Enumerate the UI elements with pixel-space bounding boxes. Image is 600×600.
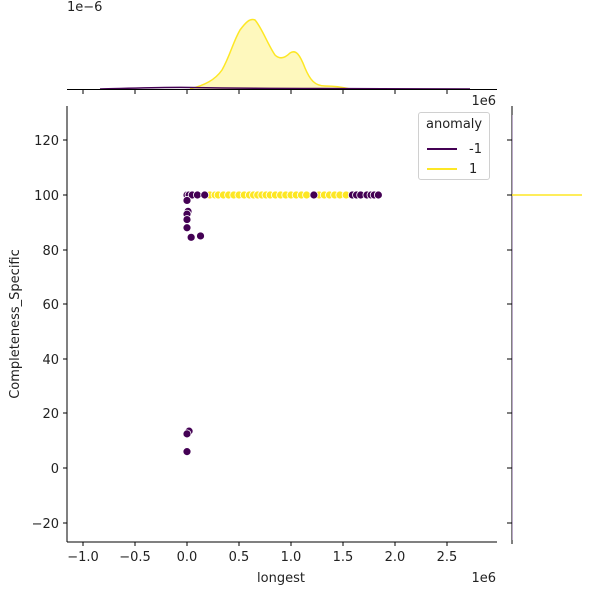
y-axis-label: Completeness_Specific [8,249,23,399]
top-marginal-ticks [82,90,448,94]
svg-text:0.0: 0.0 [177,550,198,565]
data-point [182,429,192,439]
svg-text:2.5: 2.5 [437,550,458,565]
legend-swatch-neg1 [427,148,457,150]
svg-text:100: 100 [34,189,59,204]
data-point [186,232,196,242]
data-point [192,190,202,200]
legend-label-1: 1 [469,161,478,177]
top-marginal-kde: 1e−6 1e6 [67,0,497,109]
right-marginal-ticks [507,139,512,524]
data-point [309,190,319,200]
kde-fill-1 [190,19,350,89]
svg-text:40: 40 [42,353,59,368]
data-point [182,447,192,457]
svg-text:80: 80 [42,244,59,259]
legend-swatch-1 [427,168,457,170]
svg-text:20: 20 [42,407,59,422]
svg-text:120: 120 [34,134,59,149]
legend-item-1: 1 [427,160,477,178]
right-marginal-kde [507,106,582,544]
kde-line-1 [189,18,351,90]
svg-text:0: 0 [51,462,59,477]
data-point [182,196,192,205]
data-point [302,190,312,200]
scatter-points [182,190,383,457]
x-tick-labels: −1.0 −0.5 0.0 0.5 1.0 1.5 2.0 2.5 [67,550,457,565]
x-axis-label: longest [257,571,305,586]
data-point [182,223,192,233]
svg-text:0.5: 0.5 [229,550,250,565]
svg-text:2.0: 2.0 [385,550,406,565]
svg-text:60: 60 [42,298,59,313]
legend: anomaly -1 1 [418,112,490,180]
x-ticks [82,542,448,546]
svg-text:−0.5: −0.5 [119,550,151,565]
svg-text:−20: −20 [32,517,59,532]
data-point [200,190,210,200]
main-axes: −1.0 −0.5 0.0 0.5 1.0 1.5 2.0 2.5 longes… [8,106,497,586]
legend-label-neg1: -1 [469,141,482,157]
legend-item-neg1: -1 [427,140,482,158]
y-tick-labels: −20 0 20 40 60 80 100 120 [32,134,59,532]
svg-text:−1.0: −1.0 [67,550,99,565]
kde-line-neg1 [99,86,471,90]
data-point [196,231,205,241]
data-point [373,190,383,200]
y-ticks [63,139,67,524]
svg-text:1.0: 1.0 [281,550,302,565]
top-marginal-offset: 1e−6 [67,0,102,15]
right-marginal-offset: 1e6 [471,94,496,109]
legend-title: anomaly [426,117,483,132]
data-point [182,215,192,224]
x-offset-label: 1e6 [471,571,496,586]
svg-text:1.5: 1.5 [333,550,354,565]
